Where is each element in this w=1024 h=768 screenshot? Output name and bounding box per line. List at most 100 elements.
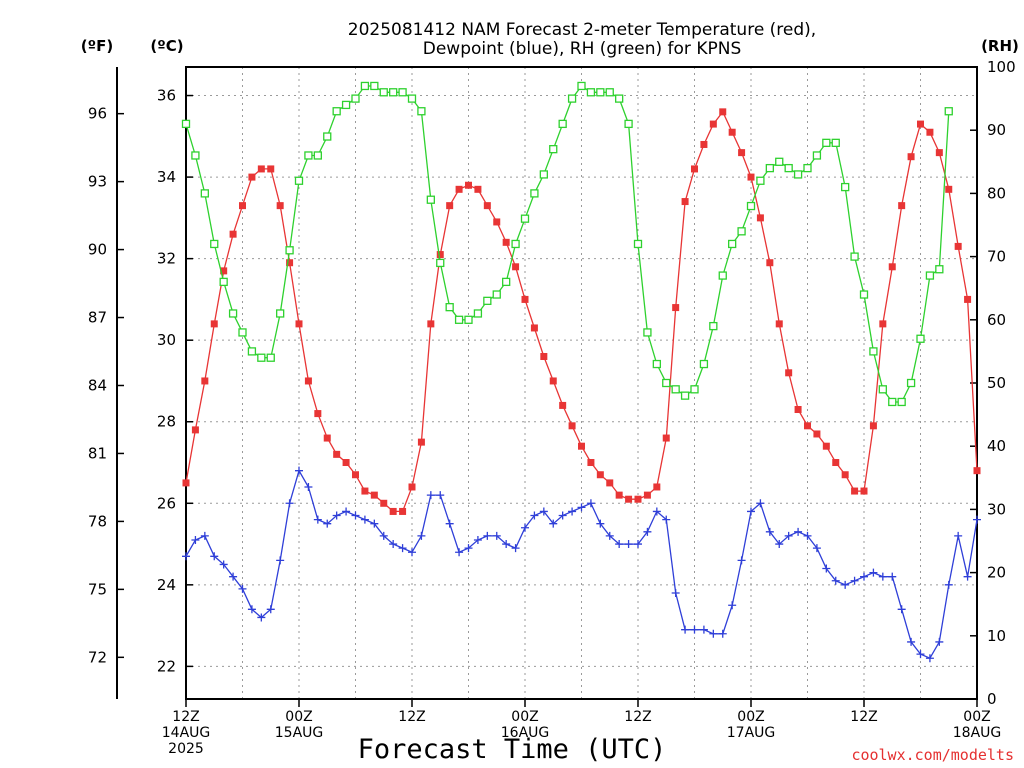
rh-axis: 0 10 20 30 40 50 60 70 80 90 100: [970, 58, 1016, 708]
temperature-point: [342, 459, 350, 467]
temperature-point: [191, 426, 199, 434]
dewpoint-point: [586, 499, 595, 508]
dewpoint-point: [483, 531, 492, 540]
temperature-point: [239, 202, 246, 210]
rh-point: [181, 119, 191, 129]
rh-point: [370, 81, 379, 91]
dewpoint-point: [643, 527, 652, 536]
temperature-point: [380, 499, 388, 507]
fahrenheit-tick-label: 93: [88, 173, 107, 191]
temperature-point: [926, 128, 934, 136]
rh-tick-label: 40: [987, 437, 1006, 455]
temperature-point: [286, 259, 294, 267]
dewpoint-point: [408, 548, 416, 557]
rh-point: [341, 100, 351, 110]
celsius-tick-label: 22: [157, 657, 176, 675]
series-lines: [181, 81, 981, 663]
fahrenheit-tick-label: 78: [88, 512, 107, 530]
dewpoint-point: [332, 511, 341, 520]
rh-tick-label: 70: [987, 248, 1006, 266]
rh-tick-label: 90: [987, 121, 1006, 139]
rh-point: [841, 182, 850, 192]
temperature-point: [804, 422, 811, 430]
rh-point: [464, 315, 473, 324]
rh-tick-label: 80: [987, 184, 1006, 202]
dewpoint-point: [229, 572, 238, 581]
celsius-tick-label: 32: [157, 250, 176, 268]
dewpoint-point: [765, 527, 774, 536]
rh-point: [276, 309, 285, 318]
rh-point: [549, 145, 558, 154]
rh-point: [737, 227, 746, 236]
rh-point: [351, 94, 360, 103]
temperature-point: [691, 165, 698, 173]
dewpoint-point: [455, 548, 464, 557]
rh-point: [652, 359, 661, 369]
dewpoint-point: [954, 531, 963, 540]
dewpoint-point: [624, 540, 633, 549]
rh-point: [285, 246, 294, 255]
dewpoint-point: [238, 584, 247, 593]
temperature-point: [559, 401, 567, 409]
rh-point: [662, 378, 671, 388]
temperature-point: [370, 491, 378, 499]
dewpoint-point: [596, 519, 605, 528]
rh-tick-label: 30: [987, 500, 1006, 518]
temperature-point: [229, 230, 237, 238]
rh-point: [812, 151, 822, 160]
temperature-point: [822, 442, 830, 450]
dewpoint-point: [257, 613, 266, 622]
dewpoint-point: [313, 515, 322, 524]
rh-point: [822, 138, 831, 147]
dewpoint-point: [831, 576, 840, 585]
temperature-point: [361, 487, 369, 495]
rh-point: [831, 138, 840, 147]
rh-point: [483, 296, 492, 305]
temperature-point: [841, 471, 849, 479]
time-tick-label: 12Z: [398, 709, 425, 725]
rh-point: [859, 290, 869, 299]
dewpoint-point: [191, 535, 200, 544]
dewpoint-point: [728, 601, 737, 610]
dewpoint-point: [521, 523, 529, 532]
rh-point: [323, 132, 332, 141]
fahrenheit-tick-label: 90: [88, 241, 107, 259]
rh-point: [454, 315, 464, 324]
plot-frame: [185, 66, 978, 700]
rh-point: [784, 163, 793, 173]
temperature-point: [446, 202, 454, 210]
celsius-tick-label: 24: [157, 576, 176, 594]
dewpoint-point: [511, 544, 520, 553]
temperature-point: [352, 471, 359, 479]
rh-point: [718, 271, 727, 280]
dewpoint-point: [445, 519, 454, 528]
dewpoint-point: [812, 544, 821, 553]
temperature-point: [427, 320, 435, 328]
temperature-point: [964, 295, 972, 303]
dewpoint-point: [888, 572, 897, 581]
grid-lines: [186, 67, 977, 699]
temperature-point: [596, 471, 604, 479]
celsius-tick-label: 36: [157, 87, 176, 105]
dewpoint-point: [907, 637, 916, 646]
rh-point: [878, 385, 887, 394]
temperature-point: [267, 165, 275, 173]
temperature-point: [220, 267, 228, 275]
rh-series: [181, 81, 953, 407]
time-tick-label: 18AUG: [953, 725, 1002, 741]
rh-point: [210, 239, 219, 249]
rh-tick-label: 50: [987, 374, 1006, 392]
celsius-tick-label: 30: [157, 331, 176, 349]
dewpoint-point: [295, 466, 303, 475]
temperature-point: [436, 251, 444, 259]
dewpoint-point: [492, 531, 501, 540]
fahrenheit-unit-label: (ºF): [81, 37, 113, 55]
time-tick-label: 2025: [168, 741, 204, 757]
fahrenheit-tick-label: 72: [88, 648, 107, 666]
fahrenheit-axis: 72 75 78 81 84 87 90 93 96: [88, 105, 124, 666]
temperature-point: [709, 120, 717, 128]
dewpoint-point: [803, 531, 812, 540]
dewpoint-point: [878, 572, 887, 581]
rh-point: [398, 88, 407, 97]
temperature-point: [512, 263, 520, 271]
